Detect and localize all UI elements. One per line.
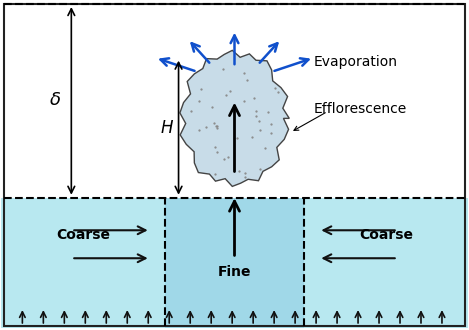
Bar: [1, 2, 468, 198]
Bar: [1, 198, 165, 328]
Text: δ: δ: [50, 91, 61, 109]
Text: Coarse: Coarse: [359, 228, 413, 242]
Bar: [304, 198, 468, 328]
Bar: [165, 198, 304, 328]
Text: H: H: [161, 119, 173, 137]
Text: Efflorescence: Efflorescence: [314, 102, 407, 116]
Text: Fine: Fine: [218, 265, 251, 279]
Text: Evaporation: Evaporation: [314, 55, 398, 69]
Text: Coarse: Coarse: [56, 228, 110, 242]
Polygon shape: [180, 50, 289, 186]
